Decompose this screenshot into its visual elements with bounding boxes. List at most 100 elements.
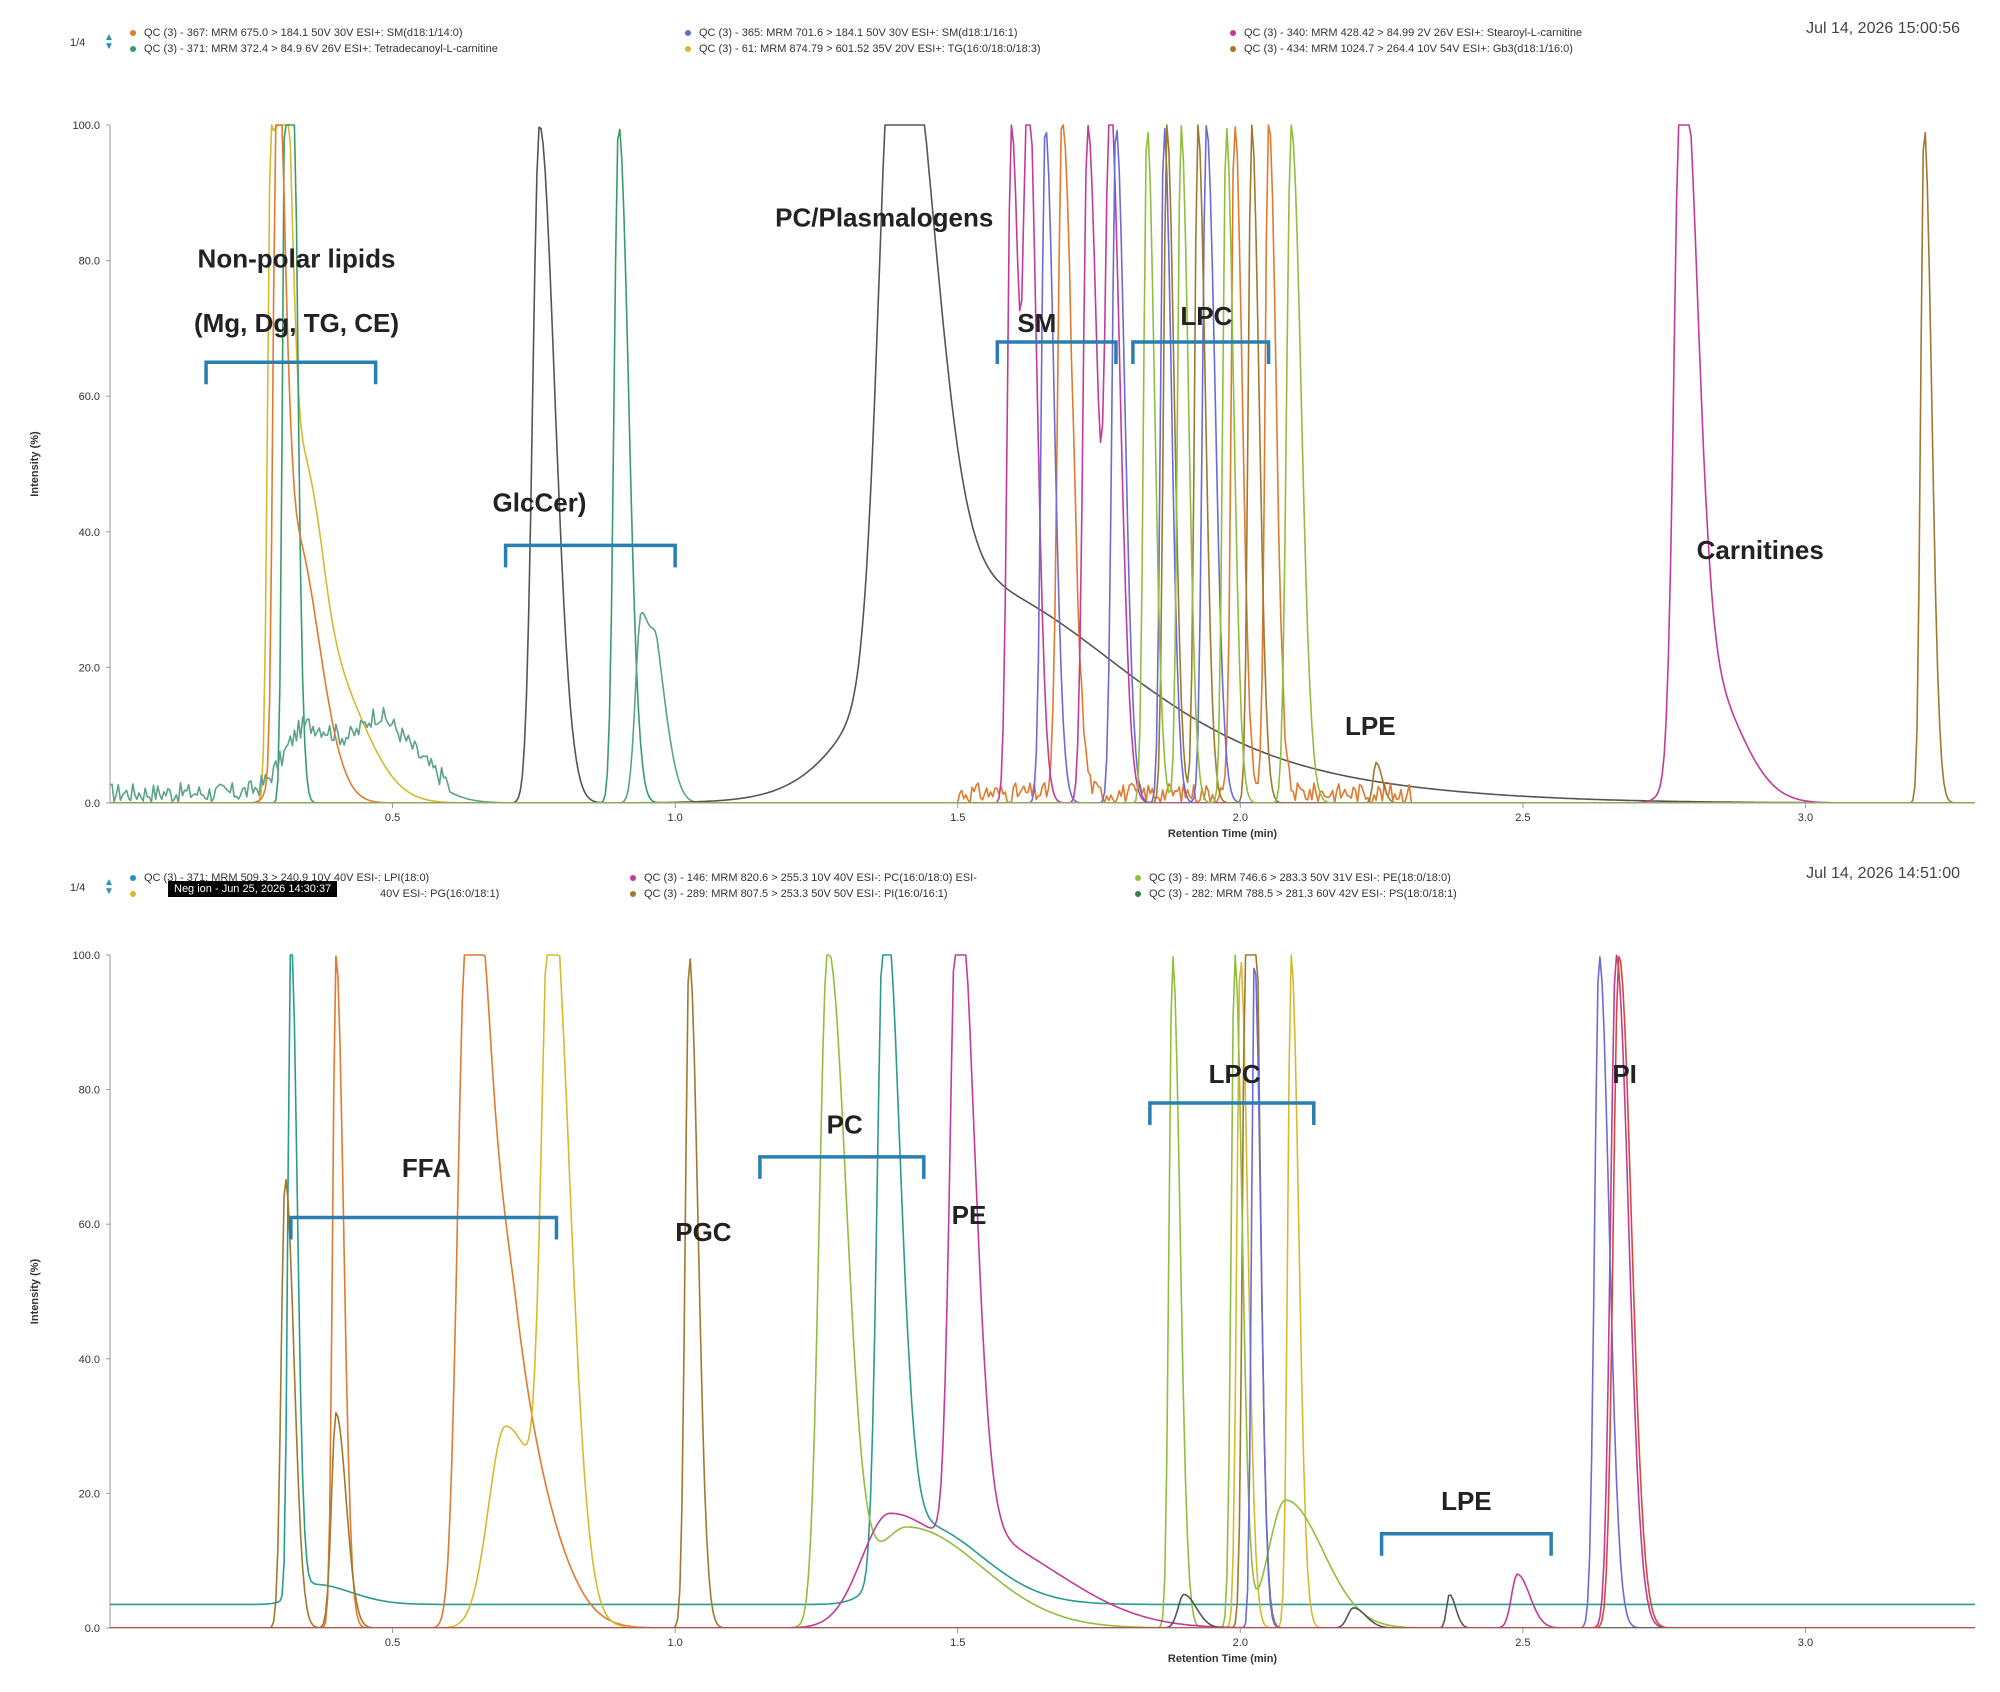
- legend-entry: QC (3) - 340: MRM 428.42 > 84.99 2V 26V …: [1230, 27, 1582, 39]
- legend-entry: QC (3) - 146: MRM 820.6 > 255.3 10V 40V …: [630, 872, 977, 884]
- legend-swatch: [685, 46, 691, 53]
- legend-swatch: [1135, 891, 1141, 898]
- x-tick-label: 2.5: [1515, 812, 1530, 824]
- series-line: [110, 954, 1975, 1606]
- legend-swatch: [130, 875, 136, 882]
- series-line: [110, 124, 1975, 803]
- page-arrows-icon[interactable]: ▲ ▼: [104, 32, 114, 52]
- x-axis-label: Retention Time (min): [1168, 828, 1278, 840]
- page-indicator: 1/4: [70, 882, 86, 894]
- annotation-label: (Mg, Dg, TG, CE): [194, 308, 399, 338]
- annotation-label: Carnitines: [1697, 535, 1824, 565]
- annotation-label: LPC: [1209, 1059, 1261, 1089]
- legend-entry: [130, 888, 144, 900]
- y-axis-label: Intensity (%): [29, 431, 41, 497]
- annotation-label: PGC: [675, 1217, 732, 1247]
- annotation-label: FFA: [402, 1153, 451, 1183]
- page-indicator: 1/4: [70, 37, 86, 49]
- y-tick-label: 20.0: [79, 662, 100, 674]
- y-axis-label: Intensity (%): [29, 1258, 41, 1324]
- series-group: [110, 124, 1975, 803]
- series-line: [110, 954, 1975, 1628]
- page-arrows-icon[interactable]: ▲ ▼: [104, 877, 114, 897]
- group-bracket: [995, 340, 1118, 364]
- y-tick-label: 60.0: [79, 391, 100, 403]
- series-line: [110, 954, 1975, 1628]
- y-tick-label: 60.0: [79, 1219, 100, 1231]
- annotation-label: Non-polar lipids: [198, 243, 396, 273]
- y-tick-label: 80.0: [79, 256, 100, 268]
- annotation-label: PC/Plasmalogens: [775, 203, 993, 233]
- legend-swatch: [1230, 46, 1236, 53]
- annotation-label: SM: [1017, 308, 1056, 338]
- annotation-label: LPC: [1180, 301, 1232, 331]
- tooltip-badge: Neg ion - Jun 25, 2026 14:30:37: [168, 881, 338, 897]
- legend-entry: QC (3) - 89: MRM 746.6 > 283.3 50V 31V E…: [1135, 872, 1451, 884]
- legend-entry: QC (3) - 282: MRM 788.5 > 281.3 60V 42V …: [1135, 888, 1457, 900]
- y-tick-label: 0.0: [85, 798, 100, 810]
- x-tick-label: 3.0: [1798, 1637, 1813, 1649]
- timestamp: Jul 14, 2026 14:51:00: [1806, 865, 1960, 882]
- series-line: [110, 956, 1975, 1628]
- series-line: [110, 125, 1975, 803]
- annotation-label: PI: [1612, 1059, 1637, 1089]
- timestamp: Jul 14, 2026 15:00:56: [1806, 20, 1960, 37]
- x-tick-label: 2.0: [1233, 1637, 1248, 1649]
- y-tick-label: 80.0: [79, 1085, 100, 1097]
- group-bracket: [1131, 340, 1271, 364]
- legend-swatch: [130, 891, 136, 898]
- legend-swatch: [630, 875, 636, 882]
- x-tick-label: 0.5: [385, 812, 400, 824]
- legend-entry: QC (3) - 371: MRM 372.4 > 84.9 6V 26V ES…: [130, 43, 498, 55]
- chart-panel-top: 1/4 ▲ ▼ QC (3) - 367: MRM 675.0 > 184.1 5…: [0, 0, 2000, 840]
- legend-bottom: 1/4 ▲ ▼ QC (3) - 371: MRM 509.3 > 240.9 1…: [70, 870, 1970, 920]
- chromatogram-bottom: 0.5 1.0 1.5 2.0 2.5 3.0 0.0 20.0 40.0 60.0 80.0 100…: [29, 950, 1975, 1665]
- legend-swatch: [130, 30, 136, 37]
- x-tick-label: 1.5: [950, 812, 965, 824]
- group-bracket: [289, 1215, 559, 1240]
- annotation-label: PE: [952, 1200, 987, 1230]
- x-axis-label: Retention Time (min): [1168, 1653, 1278, 1665]
- group-bracket: [1148, 1101, 1316, 1126]
- series-line: [110, 954, 1975, 1628]
- y-tick-label: 0.0: [85, 1623, 100, 1635]
- annotation-label: GlcCer): [493, 487, 587, 517]
- group-bracket: [1379, 1532, 1553, 1556]
- annotation-label: PC: [827, 1109, 863, 1139]
- legend-entry: QC (3) - 365: MRM 701.6 > 184.1 50V 30V …: [685, 27, 1018, 39]
- y-tick-label: 40.0: [79, 1354, 100, 1366]
- annotation-label: LPE: [1345, 711, 1396, 741]
- y-tick-label: 100.0: [72, 950, 100, 962]
- series-line: [110, 611, 1975, 803]
- x-tick-label: 1.5: [950, 1637, 965, 1649]
- legend-entry: QC (3) - 61: MRM 874.79 > 601.52 35V 20V…: [685, 43, 1041, 55]
- x-tick-label: 2.5: [1515, 1637, 1530, 1649]
- series-line: [110, 955, 1975, 1628]
- legend-entry: QC (3) - 289: MRM 807.5 > 253.3 50V 50V …: [630, 888, 948, 900]
- series-group: [110, 954, 1975, 1628]
- legend-entry: 40V ESI-: PG(16:0/18:1): [380, 888, 500, 900]
- legend-swatch: [685, 30, 691, 37]
- chromatogram-top: 0.5 1.0 1.5 2.0 2.5 3.0 0.0 20.0 40.0 60.0 80.0 100…: [29, 120, 1975, 840]
- series-line: [110, 1593, 1975, 1628]
- x-tick-label: 0.5: [385, 1637, 400, 1649]
- x-tick-label: 2.0: [1233, 812, 1248, 824]
- y-tick-label: 40.0: [79, 527, 100, 539]
- legend-top: 1/4 ▲ ▼ QC (3) - 367: MRM 675.0 > 184.1 5…: [70, 25, 1970, 75]
- annotation-label: LPE: [1441, 1486, 1492, 1516]
- legend-swatch: [630, 891, 636, 898]
- legend-swatch: [1230, 30, 1236, 37]
- series-line: [110, 954, 1975, 1628]
- series-line: [110, 124, 1975, 803]
- group-bracket: [204, 360, 378, 385]
- legend-swatch: [130, 46, 136, 53]
- legend-entry: QC (3) - 434: MRM 1024.7 > 264.4 10V 54V…: [1230, 43, 1573, 55]
- legend-entry: QC (3) - 367: MRM 675.0 > 184.1 50V 30V …: [130, 27, 463, 39]
- group-bracket: [503, 543, 677, 568]
- x-tick-label: 1.0: [668, 1637, 683, 1649]
- legend-swatch: [1135, 875, 1141, 882]
- chart-panel-bottom: 1/4 ▲ ▼ QC (3) - 371: MRM 509.3 > 240.9 1…: [0, 845, 2000, 1692]
- series-line: [110, 124, 1975, 803]
- x-tick-label: 3.0: [1798, 812, 1813, 824]
- y-tick-label: 20.0: [79, 1488, 100, 1500]
